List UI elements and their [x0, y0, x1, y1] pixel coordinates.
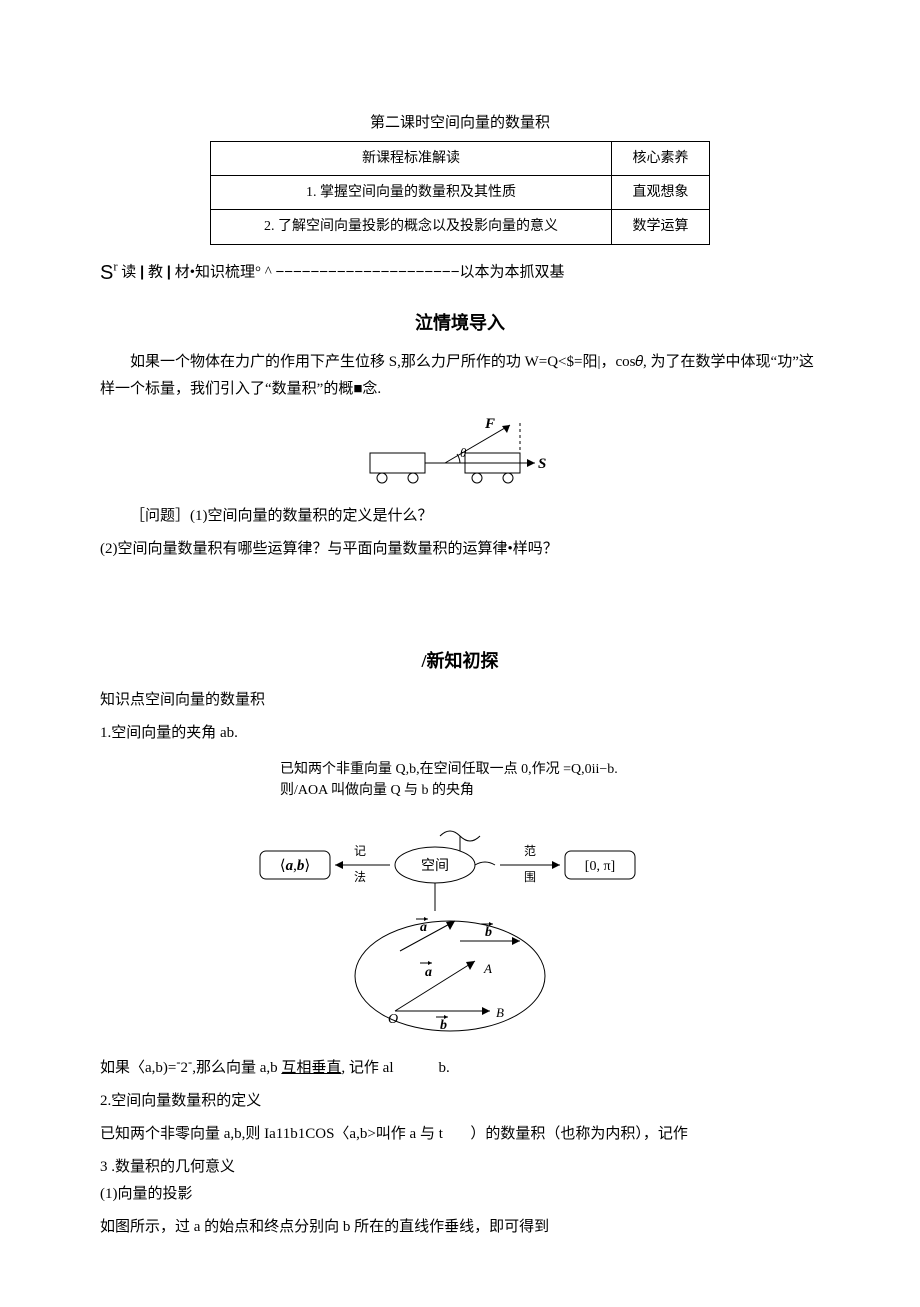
- knowledge-point-label: 知识点空间向量的数量积: [100, 687, 820, 714]
- question-block: ［问题］(1)空间向量的数量积的定义是什么？: [100, 503, 820, 530]
- lead-letter: S: [100, 262, 113, 284]
- section-heading: /新知初探: [100, 645, 820, 677]
- perpendicular-line: 如果〈a,b)=-2-,那么向量 a,b 互相垂直, 记作 al b.: [100, 1051, 820, 1082]
- spacer: [100, 569, 820, 629]
- label-b-upper: b: [485, 925, 492, 940]
- bar-seg: 读: [121, 264, 136, 280]
- label-a-upper: a: [420, 920, 427, 935]
- underlined-text: 互相垂直: [281, 1060, 341, 1076]
- table-row: 1. 掌握空间向量的数量积及其性质 直观想象: [211, 176, 710, 210]
- label-ab: ⟨a,b⟩: [280, 858, 310, 874]
- text: 2: [181, 1060, 189, 1076]
- label-theta: θ: [460, 445, 467, 460]
- standards-table: 新课程标准解读 核心素养 1. 掌握空间向量的数量积及其性质 直观想象 2. 了…: [210, 141, 710, 245]
- sub-2-body: 已知两个非零向量 a,b,则 Ia11b1COS〈a,b>叫作 a 与 t ）的…: [100, 1121, 820, 1148]
- bar-tail: 以本为本抓双基: [459, 264, 564, 280]
- force-diagram-svg: F θ S: [360, 413, 560, 493]
- label-space: 空间: [421, 858, 449, 874]
- question-label: ［问题］: [130, 508, 190, 524]
- breadcrumb-bar: Sr 读 | 教 | 材•知识梳理° ^ −−−−−−−−−−−−−−−−−−−…: [100, 255, 820, 291]
- sub-3-label-1: 3 .数量积的几何意义: [100, 1154, 820, 1181]
- label-O: O: [388, 1012, 398, 1027]
- text: 已知两个非零向量 a,b,则 Ia11b1COS〈a,b>叫作 a 与 t: [100, 1126, 443, 1142]
- table-cell: 2. 了解空间向量投影的概念以及投影向量的意义: [211, 210, 612, 244]
- sub-3-label-2: (1)向量的投影: [100, 1181, 820, 1208]
- label-fanwei2: 围: [524, 870, 536, 884]
- sub-3-body: 如图所示，过 a 的始点和终点分别向 b 所在的直线作垂线，即可得到: [100, 1214, 820, 1241]
- table-header-left: 新课程标准解读: [211, 142, 612, 176]
- question-2: (2)空间向量数量积有哪些运算律？与平面向量数量积的运算律•样吗？: [100, 536, 820, 563]
- text: ,那么向量 a,b: [192, 1060, 281, 1076]
- label-jifa1: 记: [354, 844, 366, 858]
- table-cell: 直观想象: [611, 176, 709, 210]
- lead-sup: r: [113, 259, 117, 273]
- sub-1-label: 1.空间向量的夹角 ab.: [100, 720, 820, 747]
- lesson-title: 第二课时空间向量的数量积: [100, 110, 820, 137]
- table-cell: 1. 掌握空间向量的数量积及其性质: [211, 176, 612, 210]
- label-A: A: [483, 961, 492, 976]
- page: 第二课时空间向量的数量积 新课程标准解读 核心素养 1. 掌握空间向量的数量积及…: [0, 0, 920, 1307]
- label-b-lower: b: [440, 1018, 447, 1033]
- bar-seg: 教: [148, 264, 163, 280]
- intro-paragraph: 如果一个物体在力广的作用下产生位移 S,那么力尸所作的功 W=Q<$=阳|，co…: [100, 349, 820, 403]
- label-B: B: [496, 1005, 504, 1020]
- text: , 记作 al: [341, 1060, 393, 1076]
- text: 如果〈a,b)=: [100, 1060, 176, 1076]
- angle-diagram-svg: ⟨a,b⟩ 记 法 空间 范 围 [0, π] O: [240, 811, 680, 1041]
- definition-body: 已知两个非重向量 Q,b,在空间任取一点 0,作况 =Q,0ii−b. 则/AO…: [280, 762, 618, 798]
- force-diagram: F θ S: [100, 413, 820, 493]
- gap: [393, 1060, 438, 1076]
- angle-diagram: ⟨a,b⟩ 记 法 空间 范 围 [0, π] O: [100, 811, 820, 1041]
- label-range: [0, π]: [585, 859, 615, 874]
- text: ）的数量积（也称为内积），记作: [470, 1126, 688, 1142]
- label-S: S: [538, 456, 546, 472]
- table-row: 新课程标准解读 核心素养: [211, 142, 710, 176]
- question-1: (1)空间向量的数量积的定义是什么？: [190, 508, 433, 524]
- label-a-lower: a: [425, 965, 432, 980]
- dashes: −−−−−−−−−−−−−−−−−−−−−: [276, 263, 460, 280]
- definition-text: 已知两个非重向量 Q,b,在空间任取一点 0,作况 =Q,0ii−b. 则/AO…: [280, 759, 640, 801]
- text: b.: [438, 1060, 449, 1076]
- section-heading: 泣情境导入: [100, 307, 820, 339]
- table-row: 2. 了解空间向量投影的概念以及投影向量的意义 数学运算: [211, 210, 710, 244]
- bar-seg: 材•知识梳理° ^: [175, 264, 272, 280]
- pipe-icon: |: [140, 263, 144, 280]
- table-header-right: 核心素养: [611, 142, 709, 176]
- label-fanwei1: 范: [524, 844, 536, 858]
- label-F: F: [484, 416, 495, 432]
- table-cell: 数学运算: [611, 210, 709, 244]
- pipe-icon: |: [167, 263, 171, 280]
- label-jifa2: 法: [354, 870, 366, 884]
- sub-2-label: 2.空间向量数量积的定义: [100, 1088, 820, 1115]
